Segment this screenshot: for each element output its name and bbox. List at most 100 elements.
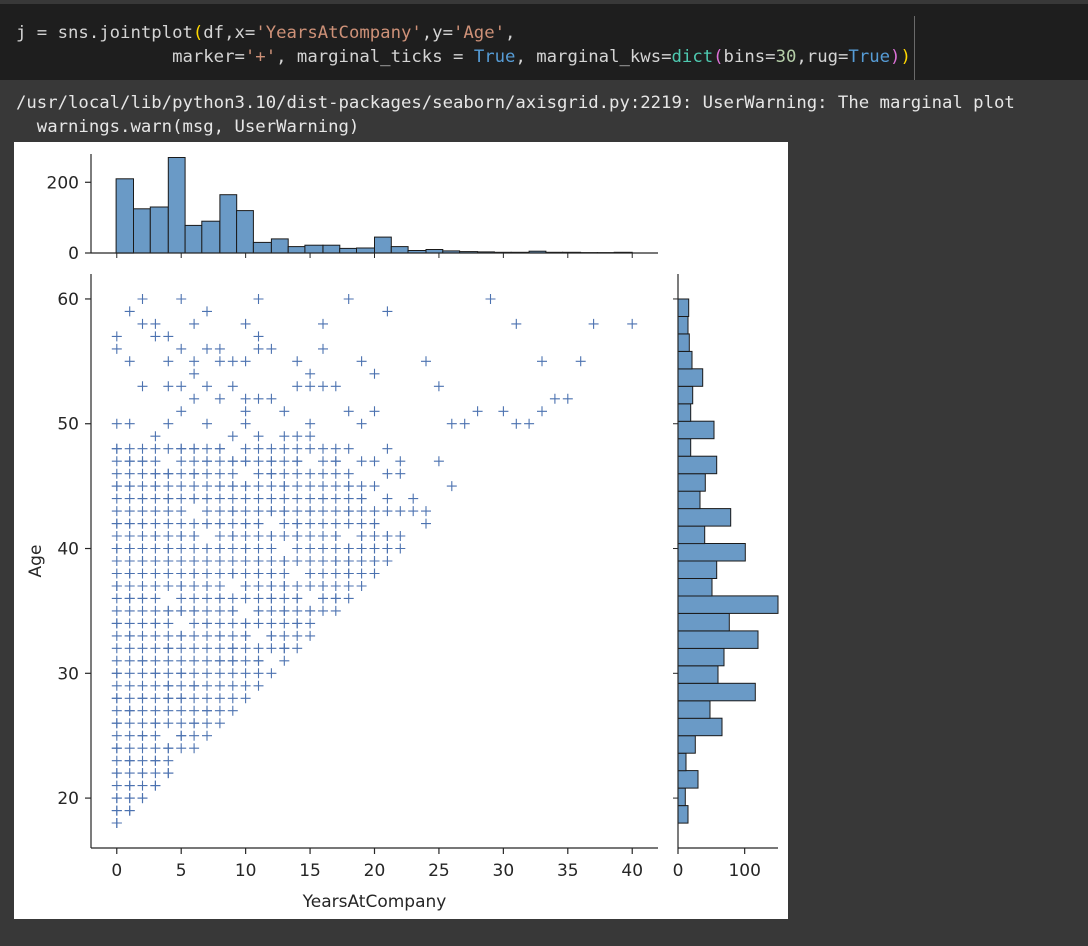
x-tick-label: 15 [299, 861, 321, 881]
scatter-point [369, 456, 380, 467]
scatter-point [214, 543, 225, 554]
scatter-point [253, 668, 264, 679]
scatter-point [343, 581, 354, 591]
scatter-point [369, 481, 380, 492]
right-hist-bar [677, 630, 759, 649]
scatter-point [137, 755, 148, 766]
scatter-point [253, 680, 264, 691]
scatter-point [137, 680, 148, 691]
scatter-point [292, 605, 303, 616]
scatter-point [189, 680, 200, 691]
scatter-point [240, 518, 251, 529]
scatter-point [111, 493, 122, 504]
scatter-point [292, 493, 303, 504]
scatter-point [124, 493, 135, 504]
scatter-point [214, 568, 225, 579]
scatter-point [150, 618, 161, 629]
scatter-point [240, 556, 251, 566]
scatter-point [202, 618, 212, 629]
scatter-point [150, 518, 161, 529]
scatter-point [227, 693, 238, 704]
scatter-point [150, 705, 161, 716]
scatter-point [176, 468, 187, 479]
scatter-point [305, 518, 316, 529]
scatter-point [124, 593, 135, 604]
right-hist-x-tick-label: 0 [673, 861, 684, 881]
scatter-point [163, 743, 174, 754]
scatter-point [369, 518, 380, 529]
scatter-point [382, 306, 393, 317]
scatter-point [318, 531, 328, 541]
y-tick-label: 40 [57, 540, 79, 560]
scatter-point [150, 655, 161, 666]
scatter-point [292, 456, 303, 467]
scatter-point [137, 456, 148, 467]
scatter-point [253, 593, 264, 604]
scatter-point [176, 630, 187, 641]
scatter-point [124, 356, 135, 367]
scatter-point [137, 443, 148, 454]
code-string: '+' [244, 47, 277, 67]
scatter-point [176, 381, 187, 392]
scatter-point [124, 468, 135, 479]
scatter-point [240, 581, 251, 591]
scatter-point [124, 780, 135, 791]
scatter-point [343, 493, 354, 504]
right-hist-bar [677, 647, 725, 667]
scatter-point [163, 443, 174, 454]
code-text: j = sns.jointplot [16, 23, 193, 43]
scatter-point [292, 356, 303, 367]
scatter-point [202, 506, 212, 517]
scatter-point [202, 556, 212, 566]
scatter-point [227, 630, 238, 641]
scatter-point [369, 531, 380, 541]
scatter-point [150, 456, 161, 467]
scatter-point [176, 343, 187, 354]
code-string: 'YearsAtCompany' [255, 23, 422, 43]
scatter-point [202, 343, 212, 354]
scatter-point [253, 543, 264, 554]
top-hist-bar [374, 236, 392, 254]
scatter-point [240, 668, 251, 679]
scatter-point [176, 456, 187, 467]
right-hist-bar [677, 543, 746, 562]
scatter-point [163, 493, 174, 504]
scatter-point [150, 443, 161, 454]
scatter-point [253, 393, 264, 404]
scatter-point [266, 456, 277, 467]
scatter-point [356, 493, 367, 504]
scatter-point [111, 805, 122, 816]
scatter-point [137, 668, 148, 679]
scatter-point [356, 531, 367, 541]
code-cell[interactable]: j = sns.jointplot(df,x='YearsAtCompany',… [0, 4, 1088, 80]
scatter-point [214, 605, 225, 616]
scatter-point [137, 506, 148, 517]
scatter-point [253, 581, 264, 591]
scatter-point [176, 655, 187, 666]
scatter-point [266, 393, 277, 404]
scatter-point [562, 393, 573, 404]
scatter-point [408, 506, 419, 517]
scatter-point [343, 556, 354, 566]
right-hist-bar [677, 298, 690, 317]
scatter-point [214, 456, 225, 467]
x-tick-label: 0 [111, 861, 122, 881]
right-hist-bar [677, 508, 732, 527]
scatter-point [292, 643, 303, 654]
scatter-point [382, 493, 393, 504]
scatter-point [227, 493, 238, 504]
scatter-point [150, 493, 161, 504]
scatter-point [124, 418, 135, 429]
scatter-point [202, 630, 212, 641]
scatter-point [111, 531, 122, 541]
scatter-point [446, 418, 457, 429]
scatter-point [305, 431, 316, 442]
scatter-point [124, 680, 135, 691]
scatter-point [318, 318, 328, 329]
code-text: , marginal_ticks = [276, 47, 474, 67]
scatter-point [318, 605, 328, 616]
scatter-point [227, 356, 238, 367]
scatter-point [279, 556, 290, 566]
scatter-point [202, 605, 212, 616]
right-hist-bar [677, 350, 693, 370]
